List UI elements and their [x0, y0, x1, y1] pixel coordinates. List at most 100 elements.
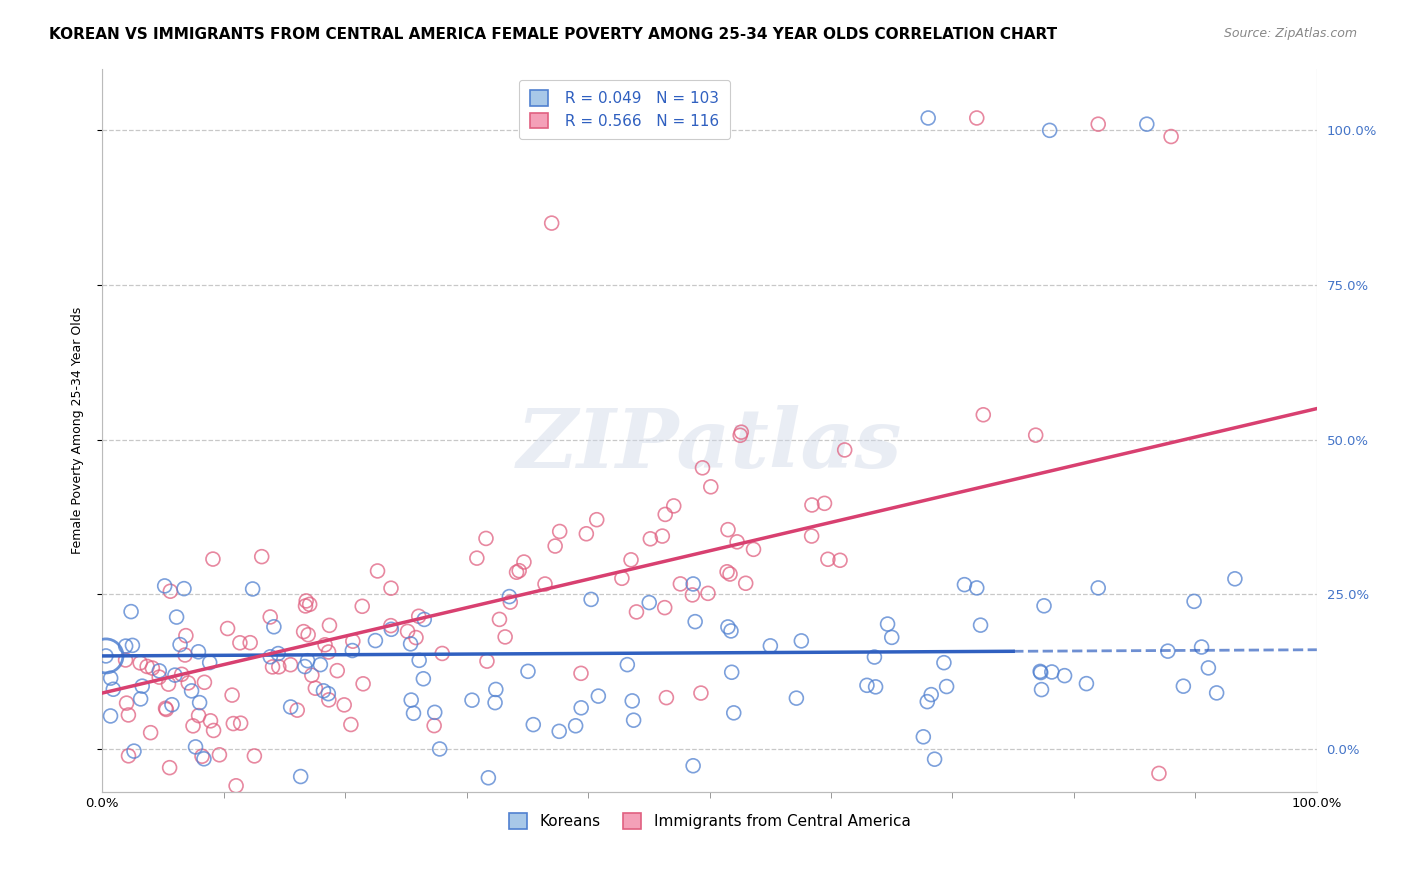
Point [1031, 682, 1053, 697]
Point [790, 633, 813, 648]
Point [170, 667, 193, 681]
Point [333, 698, 356, 712]
Point [498, 590, 520, 604]
Point [318, 687, 340, 701]
Point [242, 582, 264, 596]
Point [717, 620, 740, 634]
Point [569, 666, 592, 681]
Point [1223, 572, 1246, 586]
Point [651, 529, 673, 543]
Point [569, 701, 592, 715]
Text: Source: ZipAtlas.com: Source: ZipAtlas.com [1223, 27, 1357, 40]
Point [222, 716, 245, 731]
Point [718, 567, 741, 582]
Point [681, 588, 703, 602]
Point [318, 645, 340, 659]
Point [267, 660, 290, 674]
Point [399, 693, 422, 707]
Point [1040, 665, 1063, 679]
Point [309, 657, 332, 672]
Point [432, 647, 454, 661]
Point [191, 749, 214, 764]
Point [155, 702, 177, 716]
Point [800, 529, 823, 543]
Point [725, 534, 748, 549]
Point [295, 594, 318, 608]
Point [198, 656, 221, 670]
Point [692, 460, 714, 475]
Point [100, 709, 122, 723]
Point [575, 526, 598, 541]
Point [280, 700, 302, 714]
Point [423, 706, 446, 720]
Point [262, 660, 284, 674]
Point [505, 566, 527, 580]
Point [423, 718, 446, 732]
Point [94, 648, 117, 663]
Point [259, 649, 281, 664]
Point [342, 643, 364, 657]
Point [239, 635, 262, 649]
Point [828, 553, 851, 567]
Point [972, 408, 994, 422]
Point [100, 671, 122, 685]
Point [352, 677, 374, 691]
Point [117, 748, 139, 763]
Point [1182, 594, 1205, 608]
Point [318, 618, 340, 632]
Point [201, 552, 224, 566]
Point [180, 684, 202, 698]
Point [579, 592, 602, 607]
Point [915, 695, 938, 709]
Point [716, 565, 738, 579]
Point [475, 654, 498, 668]
Point [1197, 661, 1219, 675]
Point [800, 498, 823, 512]
Point [1025, 428, 1047, 442]
Point [187, 645, 209, 659]
Point [184, 739, 207, 754]
Point [290, 770, 312, 784]
Point [139, 725, 162, 739]
Point [1160, 129, 1182, 144]
Point [229, 636, 252, 650]
Point [508, 564, 530, 578]
Point [229, 716, 252, 731]
Point [669, 577, 692, 591]
Text: ZIPatlas: ZIPatlas [517, 405, 903, 484]
Point [159, 761, 181, 775]
Point [166, 610, 188, 624]
Point [616, 657, 638, 672]
Point [314, 638, 336, 652]
Point [408, 609, 430, 624]
Point [1039, 123, 1062, 137]
Point [159, 584, 181, 599]
Point [912, 730, 935, 744]
Point [294, 599, 316, 613]
Point [208, 747, 231, 762]
Point [169, 638, 191, 652]
Point [548, 724, 571, 739]
Point [429, 742, 451, 756]
Point [153, 579, 176, 593]
Point [626, 605, 648, 619]
Point [953, 577, 976, 591]
Point [477, 771, 499, 785]
Point [682, 758, 704, 772]
Point [259, 610, 281, 624]
Point [759, 639, 782, 653]
Point [129, 692, 152, 706]
Point [1076, 676, 1098, 690]
Point [785, 691, 807, 706]
Point [620, 553, 643, 567]
Point [540, 216, 562, 230]
Point [730, 425, 752, 439]
Point [548, 524, 571, 539]
Point [742, 542, 765, 557]
Point [1191, 640, 1213, 654]
Point [280, 657, 302, 672]
Point [312, 683, 335, 698]
Point [121, 639, 143, 653]
Point [221, 688, 243, 702]
Point [638, 596, 661, 610]
